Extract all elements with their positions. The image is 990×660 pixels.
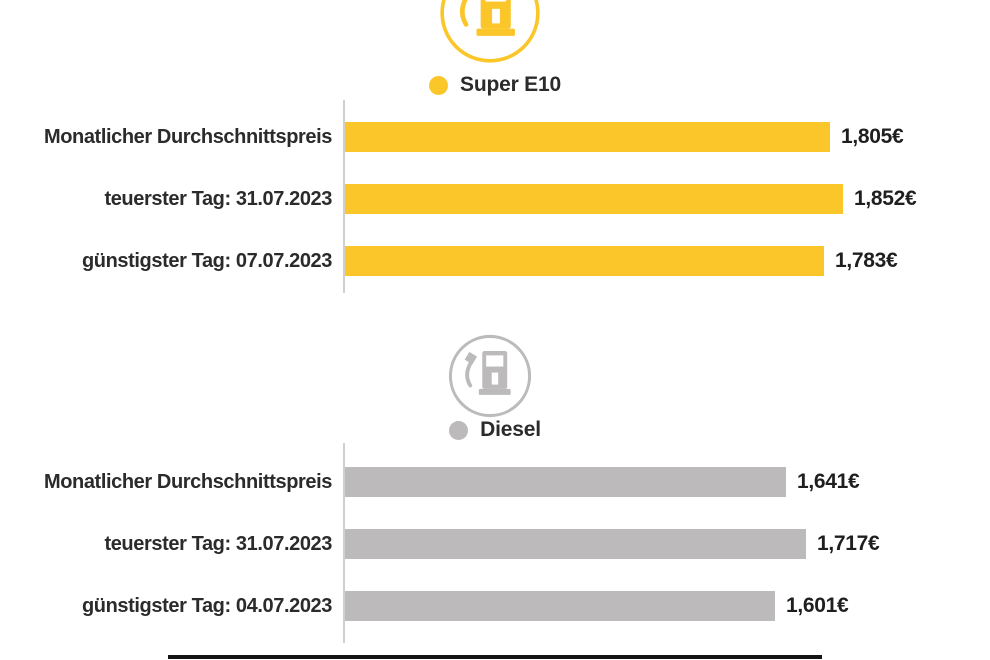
bar-value: 1,783€ <box>835 249 898 272</box>
legend-dot-icon <box>449 420 469 440</box>
bar-value: 1,601€ <box>786 594 849 617</box>
legend-dot-icon <box>429 75 449 95</box>
bar-value: 1,805€ <box>841 125 904 148</box>
bar-label: günstigster Tag: 07.07.2023 <box>81 249 332 272</box>
fuel-pump-icon <box>447 333 533 419</box>
bar-value: 1,852€ <box>854 187 917 210</box>
bar-label: teuerster Tag: 31.07.2023 <box>104 187 332 210</box>
legend-diesel: Diesel <box>0 418 990 442</box>
bar-value: 1,641€ <box>797 470 860 493</box>
bar-label: Monatlicher Durchschnittspreis <box>43 470 332 493</box>
bar-cheapest-day <box>345 246 824 276</box>
bar-row-average: Monatlicher Durchschnittspreis 1,641€ <box>0 467 990 497</box>
bar-value: 1,717€ <box>817 532 880 555</box>
bar-most-expensive-day <box>345 529 806 559</box>
fuel-pump-icon <box>438 0 542 65</box>
bar-row-most-expensive: teuerster Tag: 31.07.2023 1,852€ <box>0 184 990 214</box>
bar-label: Monatlicher Durchschnittspreis <box>43 125 332 148</box>
axis-line <box>343 443 345 643</box>
bar-label: teuerster Tag: 31.07.2023 <box>104 532 332 555</box>
bar-row-cheapest: günstigster Tag: 07.07.2023 1,783€ <box>0 246 990 276</box>
bar-label: günstigster Tag: 04.07.2023 <box>81 594 332 617</box>
bar-row-most-expensive: teuerster Tag: 31.07.2023 1,717€ <box>0 529 990 559</box>
bar-most-expensive-day <box>345 184 843 214</box>
bottom-crop-rule <box>168 655 822 659</box>
legend-label: Diesel <box>480 418 541 441</box>
bar-cheapest-day <box>345 591 775 621</box>
bar-row-average: Monatlicher Durchschnittspreis 1,805€ <box>0 122 990 152</box>
bar-average-price <box>345 467 786 497</box>
bar-average-price <box>345 122 830 152</box>
bar-row-cheapest: günstigster Tag: 04.07.2023 1,601€ <box>0 591 990 621</box>
axis-line <box>343 100 345 293</box>
legend-label: Super E10 <box>460 73 561 96</box>
legend-super-e10: Super E10 <box>0 73 990 97</box>
